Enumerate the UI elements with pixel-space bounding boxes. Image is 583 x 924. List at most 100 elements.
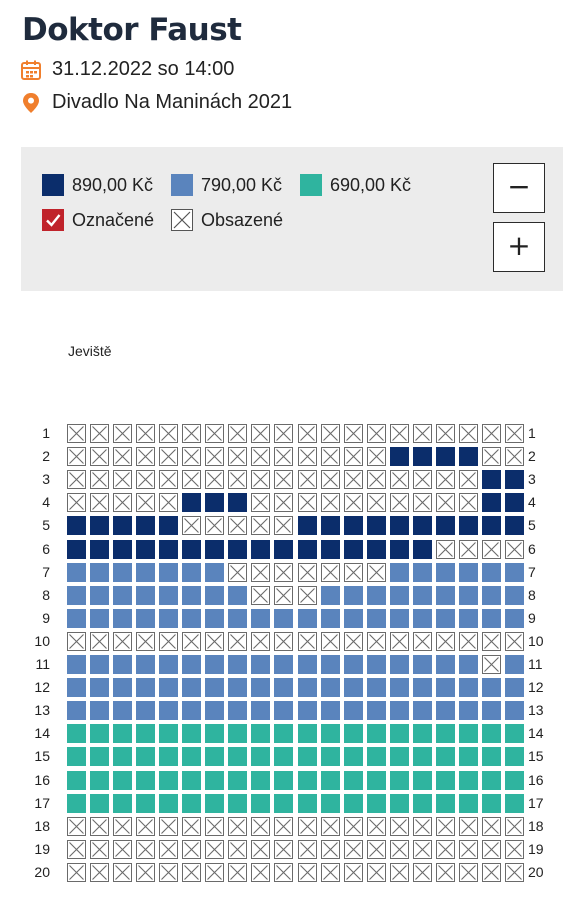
seat-available[interactable]: [435, 655, 455, 674]
seat-available[interactable]: [504, 655, 524, 674]
seat-available[interactable]: [458, 793, 478, 813]
seat-available[interactable]: [90, 747, 110, 767]
seat-available[interactable]: [136, 516, 156, 536]
seat-available[interactable]: [205, 493, 225, 513]
seat-available[interactable]: [159, 539, 179, 559]
seat-available[interactable]: [67, 793, 86, 813]
seat-available[interactable]: [113, 701, 133, 721]
seat-available[interactable]: [297, 770, 317, 790]
seat-available[interactable]: [228, 724, 248, 744]
seat-available[interactable]: [366, 678, 386, 698]
seat-available[interactable]: [412, 585, 432, 605]
seat-available[interactable]: [412, 516, 432, 536]
seat-available[interactable]: [136, 793, 156, 813]
seat-available[interactable]: [435, 516, 455, 536]
seat-available[interactable]: [504, 516, 524, 536]
seat-available[interactable]: [412, 770, 432, 790]
seat-available[interactable]: [159, 701, 179, 721]
seat-available[interactable]: [366, 539, 386, 559]
seat-available[interactable]: [343, 793, 363, 813]
seat-available[interactable]: [389, 770, 409, 790]
seat-available[interactable]: [274, 608, 294, 628]
seat-available[interactable]: [182, 655, 202, 674]
seat-available[interactable]: [67, 701, 86, 721]
seat-available[interactable]: [228, 539, 248, 559]
seat-available[interactable]: [182, 539, 202, 559]
seat-available[interactable]: [228, 493, 248, 513]
seat-available[interactable]: [274, 701, 294, 721]
seat-available[interactable]: [297, 747, 317, 767]
seat-available[interactable]: [113, 724, 133, 744]
seat-available[interactable]: [320, 608, 340, 628]
seat-available[interactable]: [182, 724, 202, 744]
seat-available[interactable]: [113, 747, 133, 767]
seat-available[interactable]: [90, 516, 110, 536]
seat-available[interactable]: [297, 539, 317, 559]
seat-available[interactable]: [90, 585, 110, 605]
seat-available[interactable]: [481, 747, 501, 767]
seat-available[interactable]: [481, 724, 501, 744]
seat-available[interactable]: [67, 678, 86, 698]
seat-available[interactable]: [182, 493, 202, 513]
seat-available[interactable]: [389, 608, 409, 628]
seat-available[interactable]: [228, 678, 248, 698]
seat-available[interactable]: [458, 447, 478, 467]
seat-available[interactable]: [343, 724, 363, 744]
seat-available[interactable]: [366, 793, 386, 813]
seat-available[interactable]: [504, 608, 524, 628]
seat-available[interactable]: [343, 539, 363, 559]
seat-available[interactable]: [251, 608, 271, 628]
seat-available[interactable]: [320, 516, 340, 536]
seat-available[interactable]: [504, 585, 524, 605]
seat-available[interactable]: [90, 724, 110, 744]
seat-available[interactable]: [67, 608, 86, 628]
seat-available[interactable]: [228, 701, 248, 721]
seat-available[interactable]: [504, 701, 524, 721]
seat-available[interactable]: [481, 516, 501, 536]
seat-available[interactable]: [458, 608, 478, 628]
seat-available[interactable]: [389, 701, 409, 721]
seat-available[interactable]: [504, 493, 524, 513]
seat-available[interactable]: [90, 562, 110, 582]
seat-available[interactable]: [90, 678, 110, 698]
seat-available[interactable]: [228, 770, 248, 790]
seat-available[interactable]: [67, 585, 86, 605]
seat-available[interactable]: [389, 793, 409, 813]
seat-available[interactable]: [458, 562, 478, 582]
seat-available[interactable]: [136, 585, 156, 605]
seat-available[interactable]: [458, 516, 478, 536]
seat-available[interactable]: [481, 608, 501, 628]
seat-available[interactable]: [159, 678, 179, 698]
seat-available[interactable]: [389, 539, 409, 559]
seat-available[interactable]: [412, 747, 432, 767]
seat-available[interactable]: [412, 678, 432, 698]
seat-available[interactable]: [90, 655, 110, 674]
seat-available[interactable]: [435, 770, 455, 790]
seat-available[interactable]: [504, 747, 524, 767]
seat-available[interactable]: [297, 678, 317, 698]
seat-available[interactable]: [412, 608, 432, 628]
seat-available[interactable]: [412, 701, 432, 721]
seat-available[interactable]: [136, 724, 156, 744]
seat-available[interactable]: [366, 770, 386, 790]
seat-available[interactable]: [113, 678, 133, 698]
seat-available[interactable]: [90, 793, 110, 813]
seat-available[interactable]: [504, 470, 524, 490]
seat-available[interactable]: [251, 747, 271, 767]
seat-available[interactable]: [435, 562, 455, 582]
seat-available[interactable]: [159, 585, 179, 605]
seat-available[interactable]: [159, 770, 179, 790]
seat-available[interactable]: [297, 724, 317, 744]
seat-available[interactable]: [67, 539, 86, 559]
seat-available[interactable]: [320, 701, 340, 721]
seat-available[interactable]: [251, 770, 271, 790]
seat-available[interactable]: [504, 724, 524, 744]
seat-available[interactable]: [389, 447, 409, 467]
seat-available[interactable]: [366, 724, 386, 744]
seat-available[interactable]: [67, 770, 86, 790]
seat-available[interactable]: [343, 701, 363, 721]
seat-available[interactable]: [182, 585, 202, 605]
seat-available[interactable]: [435, 585, 455, 605]
seat-available[interactable]: [343, 585, 363, 605]
seat-available[interactable]: [366, 608, 386, 628]
